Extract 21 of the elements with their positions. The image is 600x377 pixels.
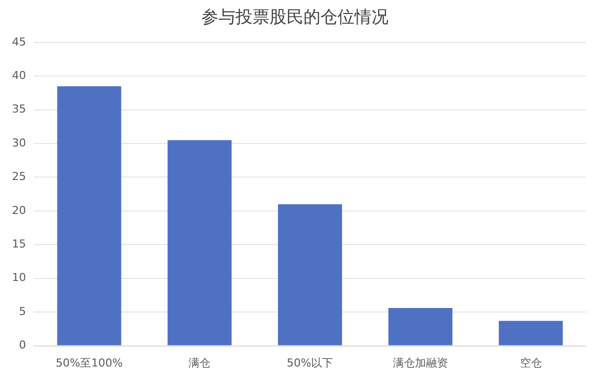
bar — [168, 140, 232, 346]
bar — [498, 320, 563, 346]
y-tick-label: 30 — [12, 136, 26, 150]
bar — [57, 86, 122, 346]
y-tick-label: 45 — [12, 35, 26, 48]
y-tick-label: 35 — [12, 102, 26, 116]
y-tick-label: 0 — [18, 338, 26, 352]
x-tick-label: 满仓 — [188, 356, 211, 370]
chart-title: 参与投票股民的仓位情况 — [202, 8, 388, 28]
x-tick-label: 满仓加融资 — [392, 356, 448, 370]
x-tick-label: 50%以下 — [286, 356, 334, 370]
x-tick-label: 50%至100% — [56, 356, 123, 370]
y-tick-label: 25 — [12, 170, 26, 184]
y-tick-label: 5 — [18, 304, 26, 318]
y-tick-label: 10 — [12, 271, 26, 284]
y-tick-label: 40 — [12, 68, 26, 82]
bar — [278, 204, 342, 346]
y-tick-label: 20 — [12, 204, 26, 217]
bar — [388, 308, 452, 346]
y-tick-label: 15 — [12, 238, 26, 251]
x-tick-label: 空仓 — [520, 356, 542, 370]
